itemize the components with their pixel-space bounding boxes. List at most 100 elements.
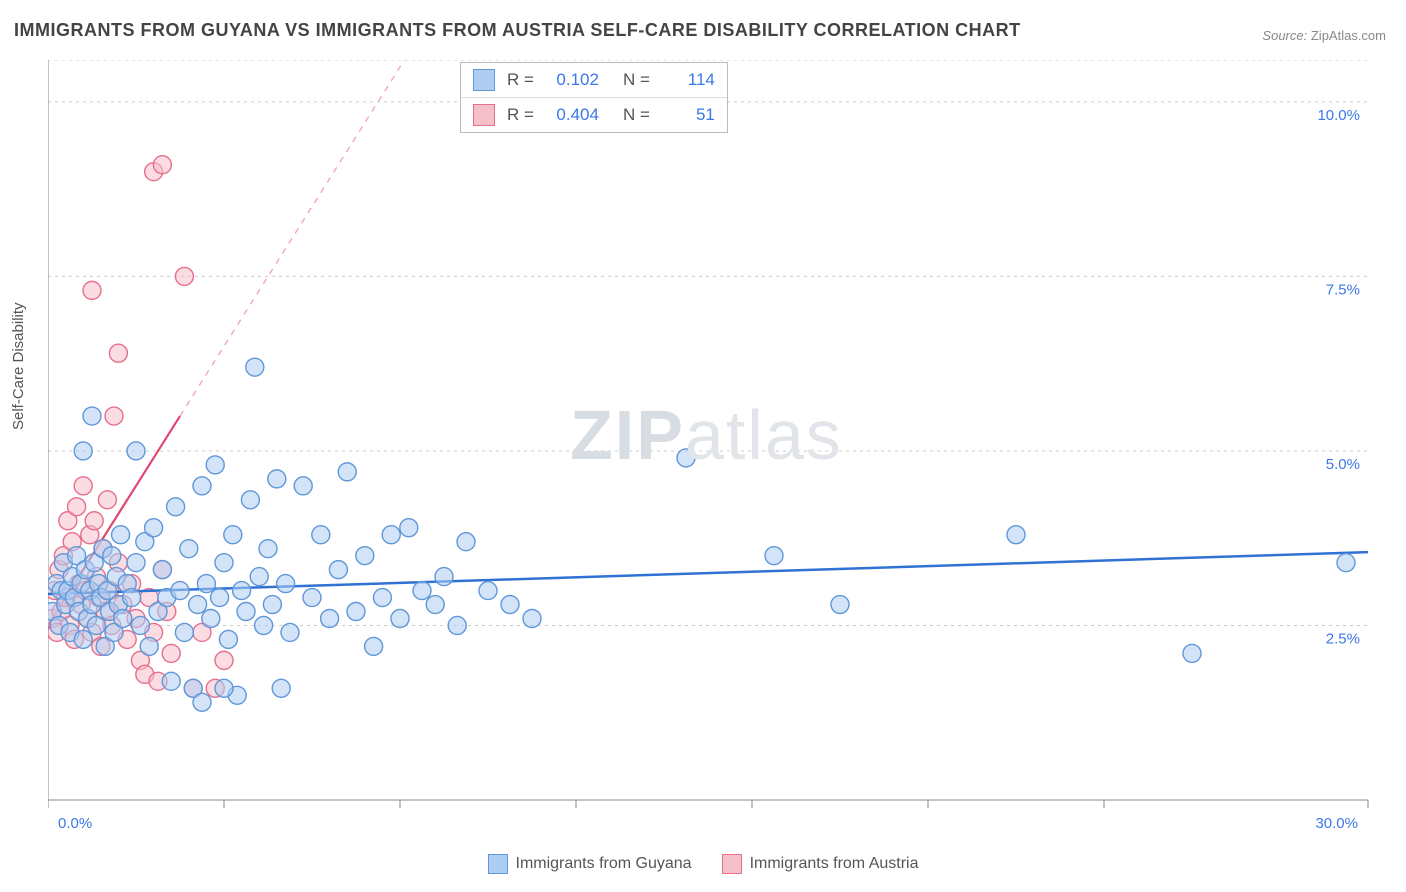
- y-axis-label: Self-Care Disability: [10, 302, 27, 430]
- data-point: [448, 616, 466, 634]
- source-attribution: Source: ZipAtlas.com: [1262, 28, 1386, 43]
- data-point: [153, 561, 171, 579]
- data-point: [373, 589, 391, 607]
- chart-title: IMMIGRANTS FROM GUYANA VS IMMIGRANTS FRO…: [14, 20, 1021, 41]
- series-swatch: [473, 104, 495, 126]
- data-point: [523, 609, 541, 627]
- data-point: [167, 498, 185, 516]
- data-point: [233, 582, 251, 600]
- stats-row: R =0.404N =51: [461, 97, 727, 132]
- data-point: [74, 477, 92, 495]
- n-value: 51: [660, 105, 715, 125]
- data-point: [831, 596, 849, 614]
- data-point: [400, 519, 418, 537]
- x-tick-label: 30.0%: [1315, 815, 1358, 830]
- data-point: [193, 477, 211, 495]
- r-value: 0.404: [544, 105, 599, 125]
- data-point: [281, 623, 299, 641]
- data-point: [112, 526, 130, 544]
- n-value: 114: [660, 70, 715, 90]
- data-point: [206, 456, 224, 474]
- data-point: [765, 547, 783, 565]
- data-point: [105, 407, 123, 425]
- data-point: [1007, 526, 1025, 544]
- y-tick-label: 5.0%: [1326, 456, 1360, 473]
- data-point: [1337, 554, 1355, 572]
- data-point: [175, 267, 193, 285]
- data-point: [127, 442, 145, 460]
- data-point: [197, 575, 215, 593]
- data-point: [382, 526, 400, 544]
- data-point: [215, 554, 233, 572]
- data-point: [303, 589, 321, 607]
- data-point: [85, 512, 103, 530]
- data-point: [391, 609, 409, 627]
- data-point: [219, 630, 237, 648]
- r-label: R =: [507, 70, 534, 90]
- legend-bottom: Immigrants from Guyana Immigrants from Au…: [0, 854, 1406, 874]
- data-point: [162, 672, 180, 690]
- legend-label: Immigrants from Guyana: [516, 855, 692, 873]
- data-point: [246, 358, 264, 376]
- trendline-extension: [180, 60, 404, 416]
- data-point: [131, 616, 149, 634]
- data-point: [677, 449, 695, 467]
- data-point: [114, 609, 132, 627]
- x-tick-label: 0.0%: [58, 815, 92, 830]
- data-point: [426, 596, 444, 614]
- series-swatch: [473, 69, 495, 91]
- data-point: [365, 637, 383, 655]
- data-point: [189, 596, 207, 614]
- data-point: [435, 568, 453, 586]
- data-point: [259, 540, 277, 558]
- r-value: 0.102: [544, 70, 599, 90]
- data-point: [255, 616, 273, 634]
- data-point: [413, 582, 431, 600]
- source-value: ZipAtlas.com: [1311, 28, 1386, 43]
- data-point: [1183, 644, 1201, 662]
- data-point: [211, 589, 229, 607]
- data-point: [294, 477, 312, 495]
- legend-label: Immigrants from Austria: [750, 855, 919, 873]
- data-point: [501, 596, 519, 614]
- data-point: [215, 651, 233, 669]
- data-point: [180, 540, 198, 558]
- legend-item: Immigrants from Guyana: [488, 854, 692, 874]
- data-point: [68, 498, 86, 516]
- data-point: [338, 463, 356, 481]
- source-label: Source:: [1262, 28, 1307, 43]
- chart-container: IMMIGRANTS FROM GUYANA VS IMMIGRANTS FRO…: [0, 0, 1406, 892]
- data-point: [140, 637, 158, 655]
- data-point: [83, 407, 101, 425]
- data-point: [74, 630, 92, 648]
- legend-swatch: [488, 854, 508, 874]
- data-point: [153, 156, 171, 174]
- data-point: [87, 616, 105, 634]
- data-point: [347, 603, 365, 621]
- data-point: [277, 575, 295, 593]
- data-point: [175, 623, 193, 641]
- data-point: [215, 679, 233, 697]
- data-point: [237, 603, 255, 621]
- data-point: [272, 679, 290, 697]
- y-tick-label: 7.5%: [1326, 281, 1360, 298]
- stats-row: R = 0.102 N = 114: [461, 63, 727, 97]
- data-point: [356, 547, 374, 565]
- data-point: [263, 596, 281, 614]
- data-point: [202, 609, 220, 627]
- data-point: [457, 533, 475, 551]
- data-point: [329, 561, 347, 579]
- data-point: [321, 609, 339, 627]
- data-point: [103, 547, 121, 565]
- data-point: [83, 281, 101, 299]
- data-point: [193, 693, 211, 711]
- data-point: [171, 582, 189, 600]
- n-label: N =: [623, 70, 650, 90]
- correlation-stats-box: R = 0.102 N = 114 R =0.404N =51: [460, 62, 728, 133]
- legend-item: Immigrants from Austria: [722, 854, 919, 874]
- data-point: [250, 568, 268, 586]
- data-point: [109, 344, 127, 362]
- data-point: [145, 519, 163, 537]
- y-tick-label: 2.5%: [1326, 630, 1360, 647]
- data-point: [268, 470, 286, 488]
